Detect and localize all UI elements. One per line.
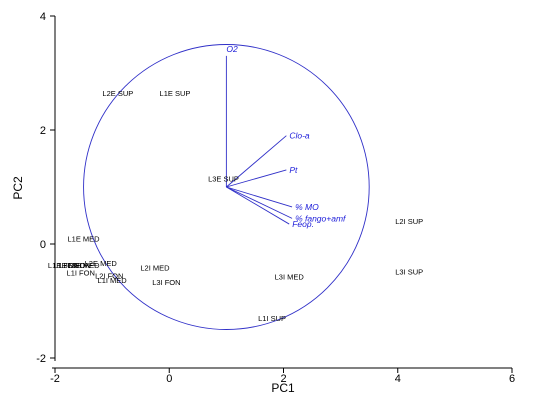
site-label: L3E SUP	[208, 174, 239, 183]
site-label: L1E FON	[48, 261, 79, 270]
site-label: L3I SUP	[395, 267, 423, 276]
site-label: L2E SUP	[102, 89, 133, 98]
site-label: L1E MED	[53, 261, 86, 270]
vector-line	[226, 135, 287, 188]
vector-line	[226, 186, 290, 225]
y-tick-label: 4	[40, 11, 46, 23]
site-label: L2I FON	[95, 271, 123, 280]
vector-label: Feop.	[292, 219, 314, 229]
vector-line	[226, 186, 293, 219]
site-label: L1I SUP	[258, 314, 286, 323]
y-tick-label: 0	[40, 239, 46, 251]
vector-label: Pt	[289, 165, 298, 175]
x-tick-label: 0	[166, 373, 172, 385]
site-label: L3I MED	[275, 272, 305, 281]
site-label: L2I SUP	[395, 217, 423, 226]
correlation-circle-outline	[83, 44, 370, 330]
y-tick-label: -2	[36, 353, 46, 365]
axes: -2 0 2 4 6 -2 0 2 4	[36, 11, 515, 385]
vector-line	[226, 186, 293, 208]
correlation-circle	[83, 44, 370, 330]
x-tick-label: 4	[395, 373, 401, 385]
vector-label: % fango+amf	[295, 213, 347, 223]
site-label: L1I FON	[67, 269, 95, 278]
y-tick-label: 2	[40, 125, 46, 137]
site-label: L3E FON	[59, 261, 90, 270]
x-tick-label: 6	[509, 373, 515, 385]
x-tick-label: -2	[50, 373, 60, 385]
vector-label: Clo-a	[289, 131, 310, 141]
vector-label: % MO	[295, 202, 319, 212]
vector-line	[226, 169, 287, 188]
y-axis-title: PC2	[11, 176, 25, 200]
site-label: L2I MED	[140, 263, 170, 272]
x-axis-title: PC1	[271, 381, 295, 395]
site-label: L1I MED	[98, 276, 128, 285]
site-label: L1E MED	[68, 234, 101, 243]
vector-label: O2	[226, 44, 238, 54]
site-label: L2E MED	[85, 259, 118, 268]
site-label: L1E SUP	[160, 89, 191, 98]
x-tick-label: 2	[280, 373, 286, 385]
site-label: L3I FON	[152, 278, 180, 287]
site-label: L3E MED	[68, 261, 101, 270]
